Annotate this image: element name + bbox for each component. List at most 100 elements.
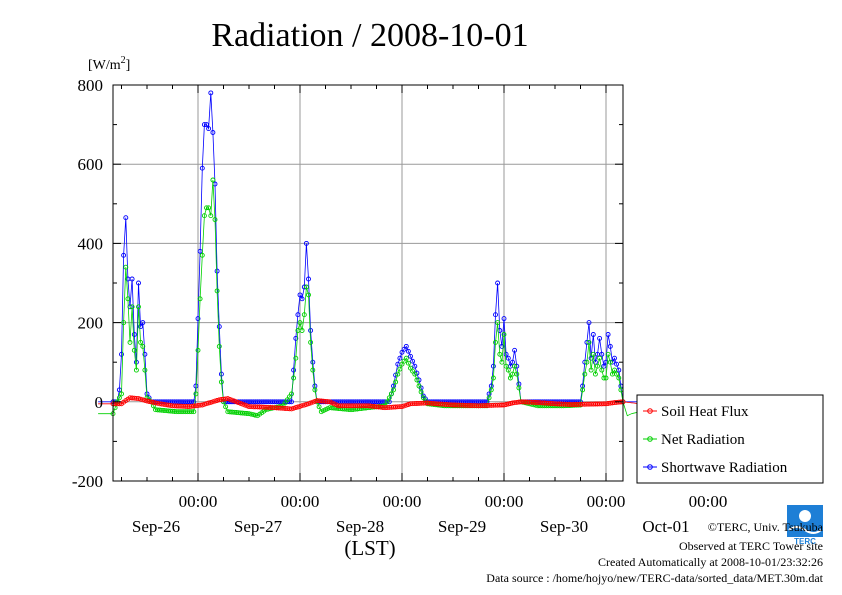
data-point xyxy=(189,399,195,405)
data-point xyxy=(607,359,613,365)
data-point xyxy=(301,402,307,408)
data-point xyxy=(590,332,596,337)
data-point xyxy=(246,411,252,417)
data-point xyxy=(512,347,518,353)
x-tick-time: 00:00 xyxy=(485,492,524,511)
data-point xyxy=(210,130,216,135)
data-point xyxy=(295,404,301,410)
x-tick-time: 00:00 xyxy=(689,492,728,511)
data-point xyxy=(142,367,148,373)
data-point xyxy=(503,402,509,407)
data-point xyxy=(212,398,218,404)
data-point xyxy=(123,215,129,221)
data-point xyxy=(614,361,620,367)
data-point xyxy=(405,360,411,366)
data-point xyxy=(582,371,588,377)
data-point xyxy=(516,385,522,391)
data-point xyxy=(293,405,299,411)
data-point xyxy=(142,351,148,357)
terc-logo-text: TERC xyxy=(794,537,816,546)
data-point xyxy=(306,276,311,282)
data-point xyxy=(133,367,139,373)
data-point xyxy=(136,304,141,310)
data-point xyxy=(499,343,505,349)
data-point xyxy=(512,363,518,369)
y-tick-label: 600 xyxy=(78,155,104,174)
data-point xyxy=(129,304,135,310)
data-point xyxy=(216,324,222,330)
data-point xyxy=(401,403,407,409)
data-point xyxy=(231,398,237,404)
data-point xyxy=(325,399,331,405)
data-point xyxy=(293,355,299,361)
data-point xyxy=(138,396,144,402)
data-point xyxy=(393,379,399,385)
data-point xyxy=(612,367,617,373)
x-tick-date: Sep-26 xyxy=(132,517,180,536)
series-soil-heat-flux xyxy=(98,395,666,412)
data-point xyxy=(197,402,203,408)
x-tick-date: Sep-28 xyxy=(336,517,384,536)
legend-label: Net Radiation xyxy=(661,432,745,448)
data-point xyxy=(490,363,496,369)
data-point xyxy=(403,402,409,408)
data-point xyxy=(391,387,396,393)
data-point xyxy=(299,403,305,409)
data-point xyxy=(204,122,209,128)
x-tick-time: 00:00 xyxy=(179,492,218,511)
data-point xyxy=(197,248,203,254)
data-point xyxy=(240,401,246,407)
data-point xyxy=(201,122,207,128)
data-point xyxy=(592,359,598,365)
data-point xyxy=(505,367,511,373)
data-point xyxy=(405,348,411,354)
data-point xyxy=(412,371,418,377)
data-point xyxy=(199,402,205,408)
plot-area: 800 600 400 200 0 -200 00:00 Sep-26 00:00 Sep-27… xyxy=(72,76,728,536)
data-point xyxy=(493,312,498,318)
data-point xyxy=(586,320,592,326)
data-point xyxy=(586,339,592,345)
data-point xyxy=(138,324,144,330)
data-point xyxy=(605,332,611,337)
data-point xyxy=(616,375,622,381)
data-point xyxy=(297,292,303,298)
data-point xyxy=(142,397,148,403)
x-tick-date: Oct-01 xyxy=(642,517,689,536)
data-point xyxy=(306,292,311,298)
data-point xyxy=(397,366,403,372)
source-text: Data source : /home/hojyo/new/TERC-data/… xyxy=(486,571,823,585)
data-point xyxy=(490,375,496,381)
legend-swatch-marker xyxy=(647,464,653,470)
data-point xyxy=(299,296,305,302)
data-point xyxy=(144,398,150,404)
data-point xyxy=(153,400,158,406)
data-point xyxy=(121,252,127,258)
terc-logo-drop xyxy=(799,510,811,522)
data-point xyxy=(612,355,617,361)
data-point xyxy=(410,358,416,364)
data-point xyxy=(208,399,214,405)
data-point xyxy=(601,363,607,369)
data-point xyxy=(386,395,392,401)
data-point xyxy=(499,359,505,365)
data-point xyxy=(308,339,314,345)
data-point xyxy=(403,355,409,361)
data-point xyxy=(129,276,135,282)
copyright-text: ©TERC, Univ. Tsukuba xyxy=(708,520,824,534)
data-point xyxy=(195,316,201,322)
data-point xyxy=(580,387,586,393)
data-point xyxy=(201,213,207,219)
data-point xyxy=(248,411,254,417)
data-point xyxy=(136,396,141,402)
data-point xyxy=(416,383,422,389)
data-point xyxy=(493,339,498,345)
data-point xyxy=(601,375,607,381)
data-point xyxy=(204,401,209,407)
data-point xyxy=(208,90,214,96)
data-point xyxy=(201,401,207,407)
data-point xyxy=(599,367,605,373)
data-point xyxy=(503,363,509,369)
data-point xyxy=(588,367,594,373)
